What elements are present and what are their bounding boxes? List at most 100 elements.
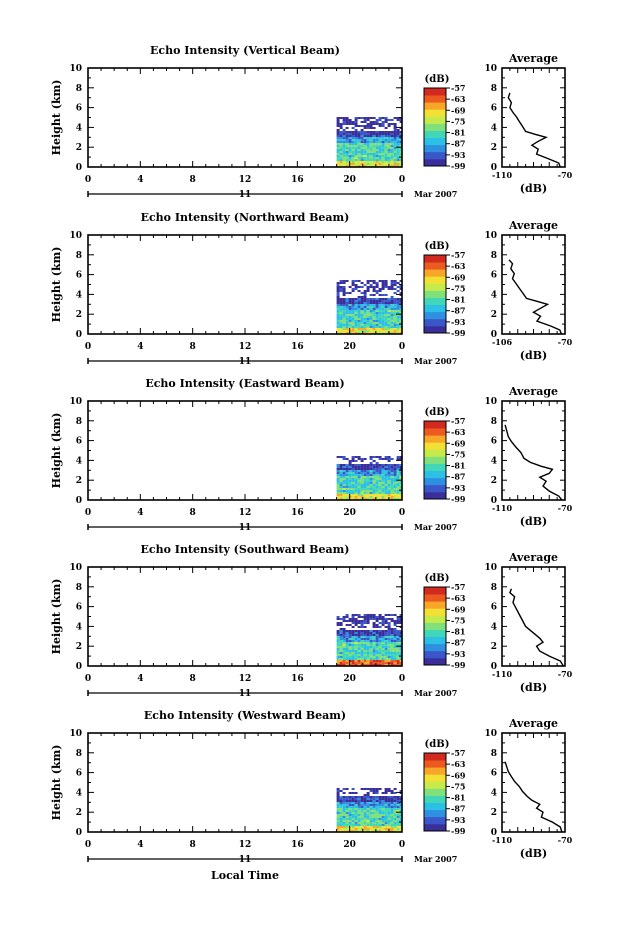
heatmap-cell — [378, 308, 382, 310]
heatmap-cell — [360, 488, 364, 490]
heatmap-cell — [384, 480, 388, 482]
heatmap-cell — [339, 153, 343, 155]
heatmap-cell — [357, 798, 361, 800]
heatmap-cell — [384, 282, 388, 284]
profile-title: Average — [508, 551, 558, 564]
heatmap-cell — [354, 139, 358, 141]
heatmap-cell — [339, 298, 343, 300]
profile-y-tick-label: 4 — [491, 622, 497, 632]
heatmap-cell — [351, 826, 355, 828]
heatmap-cell — [375, 796, 379, 798]
heatmap-cell — [354, 470, 358, 472]
heatmap-cell — [360, 824, 364, 826]
heatmap-cell — [363, 464, 367, 466]
heatmap-cell — [369, 652, 373, 654]
colorbar-frame — [423, 420, 447, 500]
heatmap-cell — [366, 135, 370, 137]
heatmap-cell — [372, 288, 376, 290]
heatmap-cell — [399, 145, 403, 147]
heatmap-cell — [336, 638, 340, 640]
heatmap-cell — [336, 298, 340, 300]
profile-x-label: (dB) — [520, 349, 547, 362]
heatmap-cell — [342, 660, 346, 662]
heatmap-cell — [369, 820, 373, 822]
heatmap-cell — [366, 792, 370, 794]
heatmap-cell — [348, 318, 352, 320]
heatmap-cell — [357, 476, 361, 478]
heatmap-cell — [390, 658, 394, 660]
heatmap-cell — [372, 298, 376, 300]
heatmap-cell — [336, 312, 340, 314]
heatmap-cell — [387, 656, 391, 658]
heatmap-cell — [354, 318, 358, 320]
heatmap-cell — [339, 288, 343, 290]
heatmap-cell — [342, 824, 346, 826]
heatmap-cell — [381, 288, 385, 290]
heatmap-cell — [354, 652, 358, 654]
heatmap-cell — [387, 650, 391, 652]
heatmap-cell — [381, 644, 385, 646]
heatmap-cell — [348, 468, 352, 470]
colorbar-swatch — [424, 325, 446, 334]
heatmap-cell — [387, 308, 391, 310]
heatmap-cell — [381, 806, 385, 808]
heatmap-cell — [363, 290, 367, 292]
heatmap-cell — [357, 468, 361, 470]
heatmap-cell — [378, 131, 382, 133]
heatmap-cell — [369, 790, 373, 792]
heatmap-cell — [345, 292, 349, 294]
heatmap-cell — [336, 282, 340, 284]
heatmap-cell — [387, 472, 391, 474]
heatmap-cell — [396, 298, 400, 300]
heatmap-cell — [366, 117, 370, 119]
heatmap-cell — [342, 812, 346, 814]
heatmap-cell — [372, 472, 376, 474]
heatmap-cell — [390, 139, 394, 141]
profile-y-tick-label: 4 — [491, 123, 497, 133]
heatmap-cell — [336, 498, 340, 500]
heatmap-cell — [366, 474, 370, 476]
heatmap-cell — [363, 814, 367, 816]
heatmap-cell — [354, 662, 358, 664]
heatmap-cell — [372, 300, 376, 302]
heatmap-cell — [372, 652, 376, 654]
profile-x-label: (dB) — [520, 681, 547, 694]
heatmap-cell — [360, 328, 364, 330]
heatmap-cell — [345, 143, 349, 145]
heatmap-cell — [360, 137, 364, 139]
heatmap-cell — [387, 157, 391, 159]
heatmap-cell — [363, 646, 367, 648]
heatmap-cell — [369, 496, 373, 498]
heatmap-cell — [387, 654, 391, 656]
heatmap-cell — [357, 630, 361, 632]
heatmap-cell — [366, 494, 370, 496]
heatmap-cell — [396, 117, 400, 119]
heatmap-cell — [369, 654, 373, 656]
heatmap-cell — [390, 476, 394, 478]
profile-x-label: (dB) — [520, 182, 547, 195]
heatmap-cell — [387, 622, 391, 624]
x-tick-label: 20 — [343, 840, 356, 850]
heatmap-cell — [393, 147, 397, 149]
heatmap-cell — [342, 664, 346, 666]
heatmap-cell — [360, 282, 364, 284]
heatmap-cell — [390, 466, 394, 468]
heatmap-cell — [387, 614, 391, 616]
heatmap-cell — [390, 320, 394, 322]
heatmap-cell — [381, 620, 385, 622]
chart-title: Echo Intensity (Vertical Beam) — [150, 44, 340, 57]
heatmap-cell — [378, 648, 382, 650]
heatmap-cell — [378, 143, 382, 145]
heatmap-cell — [375, 308, 379, 310]
heatmap-cell — [372, 310, 376, 312]
heatmap-cell — [384, 284, 388, 286]
heatmap-cell — [384, 638, 388, 640]
heatmap-cell — [345, 664, 349, 666]
colorbar-tick-label: -93 — [451, 317, 466, 327]
heatmap-cell — [348, 820, 352, 822]
profile-y-tick-label: 0 — [491, 330, 497, 340]
heatmap-cell — [369, 153, 373, 155]
colorbar-tick-label: -69 — [451, 105, 466, 115]
heatmap-cell — [363, 660, 367, 662]
heatmap-cell — [387, 486, 391, 488]
